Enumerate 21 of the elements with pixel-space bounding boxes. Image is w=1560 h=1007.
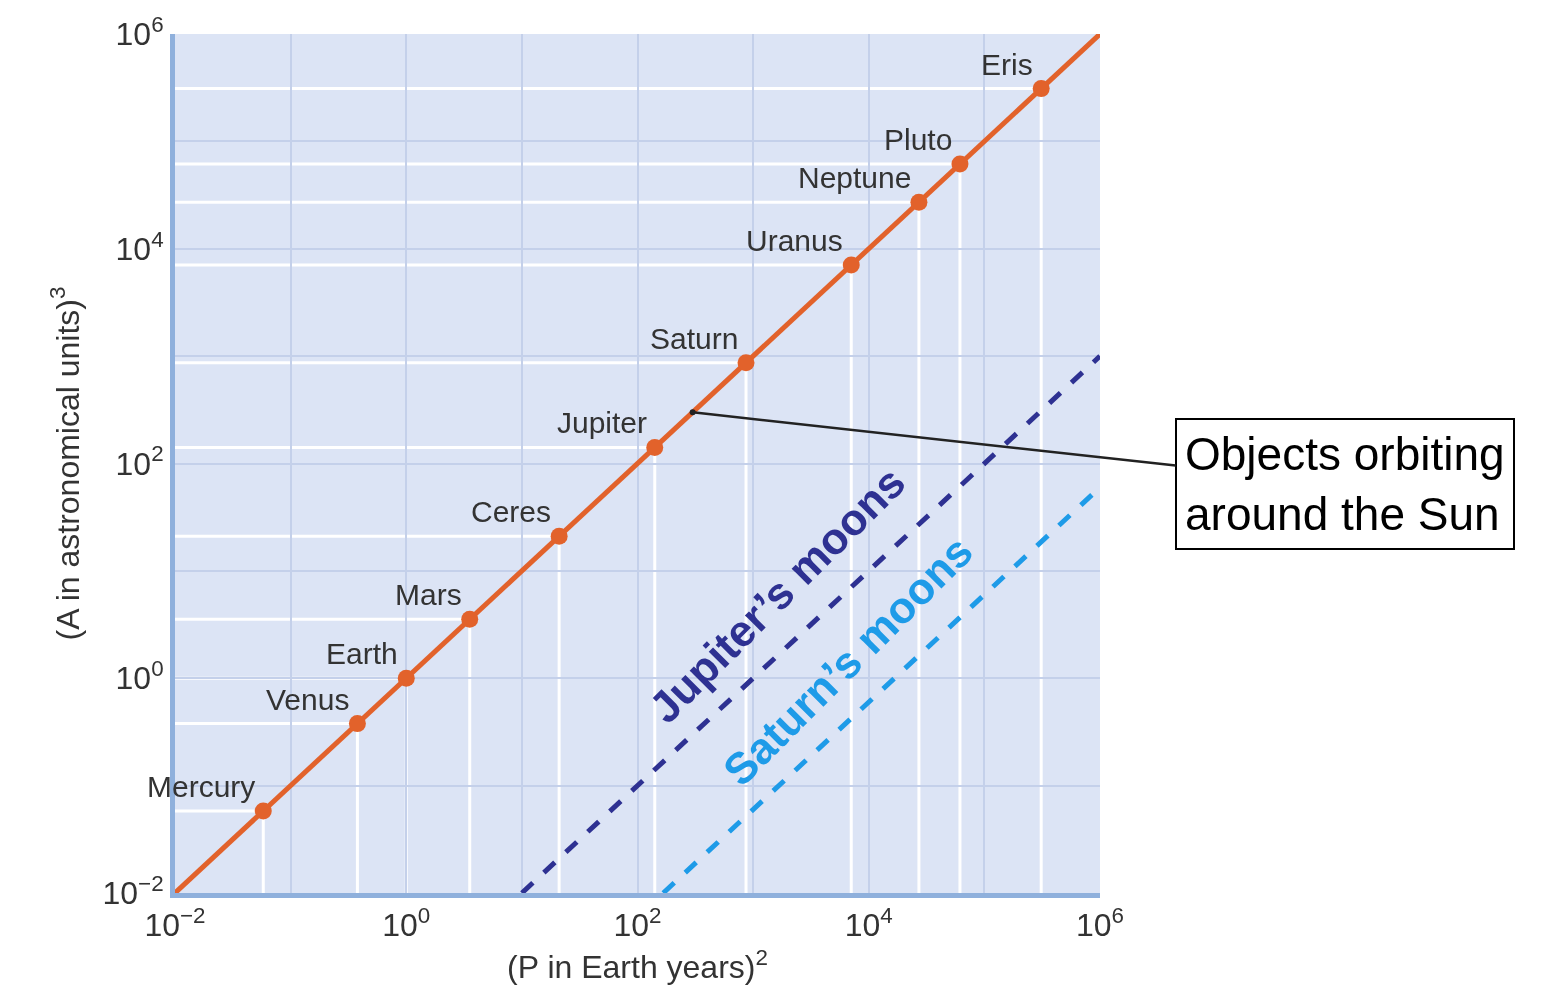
x-tick-label: 10$^{6}$ — [1075, 902, 1125, 944]
x-tick-label: 10$^{2}$ — [613, 902, 662, 944]
annotation: Mercury — [147, 770, 256, 803]
annotation: Jupiter — [557, 406, 648, 439]
x-tick-label: 10$^{4}$ — [844, 902, 893, 944]
annotation: Earth — [326, 637, 398, 670]
annotation: Ceres — [471, 495, 552, 528]
annotation: Uranus — [746, 224, 843, 257]
x-tick-label: 10$^{0}$ — [382, 902, 431, 944]
y-tick-label: 10$^{2}$ — [115, 441, 164, 482]
annotation: Neptune — [798, 161, 912, 194]
annotation: Objects orbiting around the Sun — [1185, 428, 1505, 540]
annotation: Saturn — [650, 322, 739, 355]
y-tick-label: 10$^{6}$ — [115, 11, 164, 53]
annotation: Eris — [981, 48, 1033, 81]
annotation: Venus — [266, 683, 350, 716]
y-tick-label: 10$^{4}$ — [115, 226, 164, 267]
x-axis-title: (P in Earth years)$^{2}$ — [507, 944, 768, 986]
annotation: Pluto — [884, 123, 953, 156]
annotation: Mars — [395, 578, 462, 611]
y-tick-label: 10$^{0}$ — [115, 656, 164, 697]
